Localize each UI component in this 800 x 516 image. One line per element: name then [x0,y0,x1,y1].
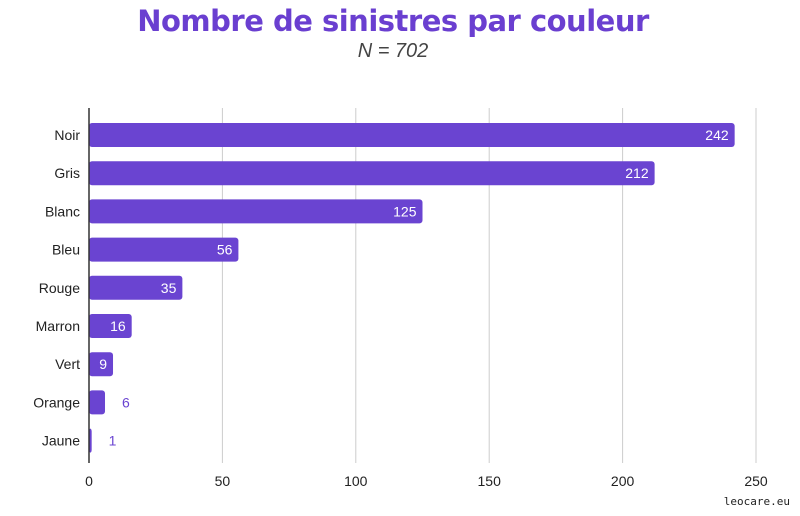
category-label: Vert [55,356,80,372]
data-label: 9 [99,356,107,372]
x-tick-label: 200 [611,473,635,489]
data-label: 6 [122,394,130,410]
category-label: Bleu [52,242,80,258]
x-tick-label: 0 [85,473,93,489]
bar [89,123,735,147]
category-label: Noir [54,127,80,143]
x-tick-label: 100 [344,473,368,489]
category-label: Jaune [42,433,80,449]
data-label: 16 [110,318,126,334]
x-tick-label: 150 [478,473,502,489]
data-label: 125 [393,203,417,219]
bar [89,390,106,415]
category-label: Gris [54,165,80,181]
bar [89,237,239,262]
data-label: 242 [705,127,729,143]
data-label: 35 [161,280,177,296]
bar [89,161,655,186]
category-label: Blanc [45,203,80,219]
chart-subtitle: N = 702 [357,40,429,62]
bar [89,275,183,300]
x-tick-label: 250 [744,473,768,489]
data-label: 1 [109,433,117,449]
category-label: Orange [33,394,80,410]
category-label: Rouge [39,280,80,296]
category-label: Marron [36,318,80,334]
data-label: 212 [625,165,649,181]
data-label: 56 [217,242,233,258]
x-tick-label: 50 [215,473,231,489]
bar [89,199,423,224]
chart-title: Nombre de sinistres par couleur [137,4,649,38]
bar [89,352,114,377]
bar [89,314,132,338]
watermark: leocare.eu [723,495,790,508]
